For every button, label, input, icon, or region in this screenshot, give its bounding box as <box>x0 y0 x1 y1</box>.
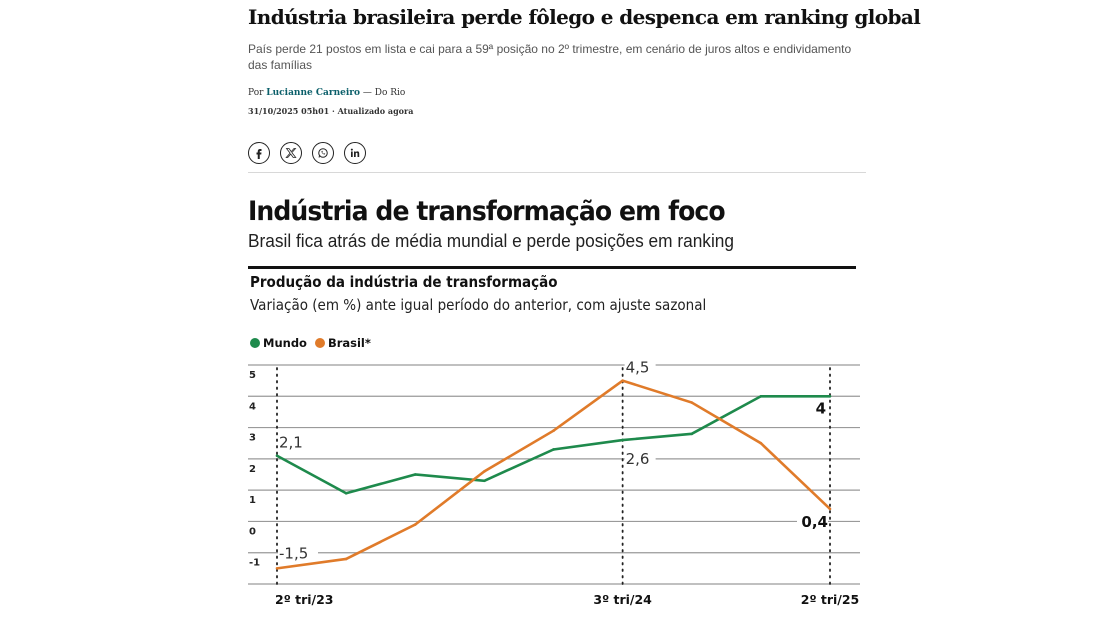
data-point-brasil <box>621 379 624 382</box>
data-label: 0,4 <box>801 513 828 531</box>
data-label: 4 <box>816 399 826 417</box>
data-point-brasil <box>759 441 763 445</box>
y-tick-label: -1 <box>249 558 260 569</box>
whatsapp-icon <box>318 148 328 158</box>
data-point-mundo <box>344 491 348 495</box>
line-chart: -1 0 1 2 3 4 5 2º tri/23 3º tri/24 2º tri/25 2,1 -1… <box>248 358 860 607</box>
data-point-brasil <box>552 429 555 432</box>
chart-subtitle: Variação (em %) ante igual período do an… <box>250 296 707 314</box>
graphic-subtitle: Brasil fica atrás de média mundial e per… <box>248 231 735 251</box>
share-x-button[interactable] <box>280 142 302 164</box>
byline-location: — Do Rio <box>362 88 406 98</box>
x-tick-label: 2º tri/23 <box>275 592 333 607</box>
data-point-brasil <box>828 507 832 511</box>
y-tick-label: 4 <box>249 401 256 412</box>
series-line-mundo <box>276 394 830 495</box>
data-point-mundo <box>275 454 279 458</box>
data-label: -1,5 <box>279 544 308 562</box>
annotation-bg <box>624 450 656 468</box>
data-label: 2,6 <box>626 450 650 468</box>
data-point-brasil <box>344 557 348 561</box>
data-point-mundo <box>483 479 486 483</box>
data-point-brasil <box>275 567 279 570</box>
data-point-brasil <box>413 523 417 526</box>
y-tick-label: 2 <box>249 464 256 475</box>
legend-item-mundo: Mundo <box>250 336 307 350</box>
annotation-bg <box>797 512 828 530</box>
linkedin-icon <box>350 148 360 157</box>
graphic-divider <box>248 266 856 269</box>
infographic: Indústria de transformação em foco Brasi… <box>248 190 868 617</box>
data-point-mundo <box>413 473 417 476</box>
annotation-bg <box>278 433 309 451</box>
y-tick-label: 0 <box>249 526 256 537</box>
data-label: 2,1 <box>279 434 303 452</box>
data-label: 4,5 <box>626 359 650 377</box>
legend-dot-brasil <box>314 338 325 348</box>
data-point-mundo <box>552 448 555 451</box>
legend-dot-mundo <box>250 338 260 348</box>
x-icon <box>285 148 297 158</box>
legend-item-brasil: Brasil* <box>314 336 371 350</box>
article-headline: Indústria brasileira perde fôlego e desp… <box>248 5 921 29</box>
annotation-bg <box>624 358 656 376</box>
data-point-mundo <box>759 394 763 398</box>
author-link[interactable]: Lucianne Carneiro <box>266 88 361 98</box>
annotation-bg <box>813 399 826 417</box>
article-dek: País perde 21 postos em lista e cai para… <box>248 42 852 72</box>
data-point-brasil <box>483 470 486 473</box>
data-point-mundo <box>621 438 624 442</box>
x-tick-label: 3º tri/24 <box>593 592 652 607</box>
y-tick-label: 5 <box>249 370 256 381</box>
chart-legend: Mundo Brasil* <box>250 336 371 350</box>
data-point-mundo <box>690 432 694 436</box>
legend-label-brasil: Brasil* <box>327 336 371 350</box>
graphic-title: Indústria de transformação em foco <box>248 196 726 227</box>
header-divider <box>248 172 866 173</box>
y-tick-label: 1 <box>249 495 256 506</box>
byline: Por Lucianne Carneiro — Do Rio <box>248 88 405 98</box>
facebook-icon <box>256 149 262 159</box>
x-tick-label: 2º tri/25 <box>801 592 859 607</box>
social-share-bar <box>248 142 366 164</box>
share-facebook-button[interactable] <box>248 142 270 164</box>
data-point-brasil <box>690 401 694 404</box>
share-whatsapp-button[interactable] <box>312 142 334 164</box>
dateline: 31/10/2025 05h01 · Atualizado agora <box>248 106 414 116</box>
byline-prefix: Por <box>248 88 264 98</box>
series-line-brasil <box>276 379 831 570</box>
chart-title: Produção da indústria de transformação <box>250 273 558 291</box>
legend-label-mundo: Mundo <box>263 336 307 350</box>
annotation-bg <box>278 544 318 562</box>
data-point-mundo <box>828 394 832 398</box>
share-linkedin-button[interactable] <box>344 142 366 164</box>
y-tick-label: 3 <box>249 433 256 444</box>
